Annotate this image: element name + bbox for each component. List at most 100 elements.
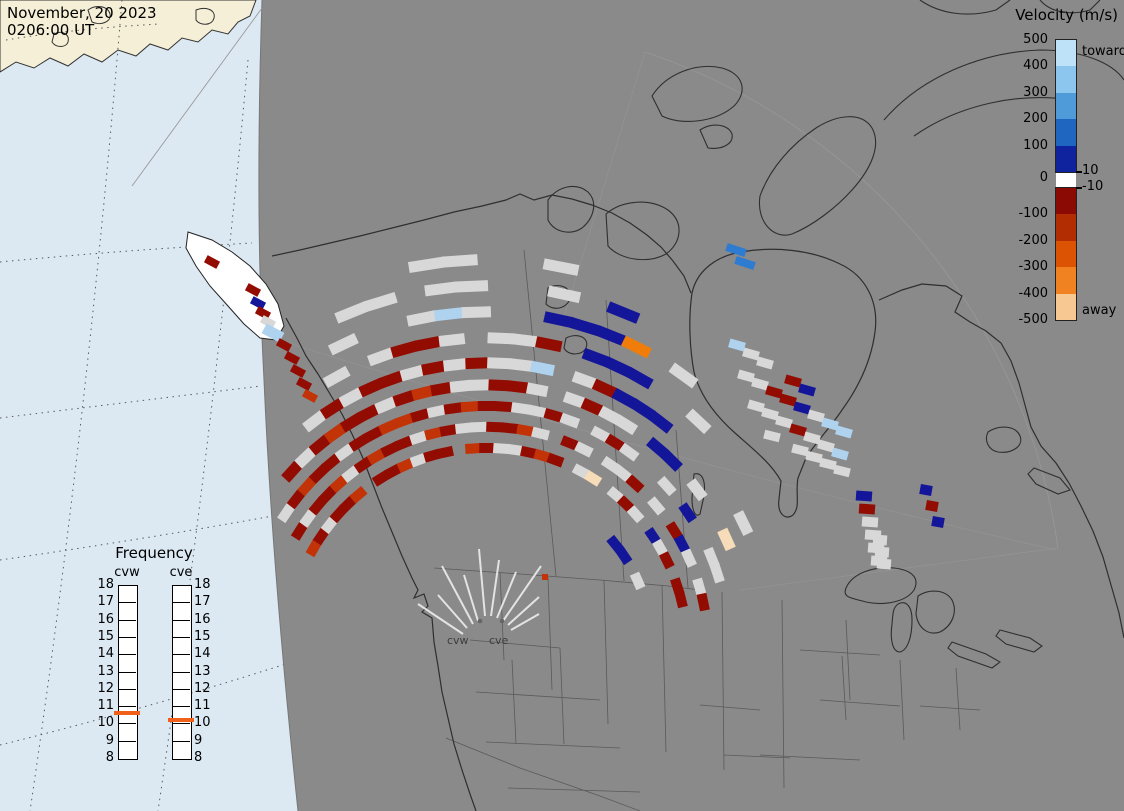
colorbar-away-band (1056, 240, 1076, 268)
velocity-cell (318, 484, 338, 505)
velocity-cell (283, 351, 301, 365)
velocity-cell (647, 496, 666, 516)
velocity-cell (858, 503, 876, 515)
velocity-cell (322, 365, 351, 388)
colorbar-toward-band (1056, 92, 1076, 120)
radar-site-dot-cve (499, 618, 505, 624)
velocity-cell (571, 371, 598, 390)
velocity-cell (424, 281, 458, 297)
velocity-cell (409, 452, 428, 468)
velocity-cell (559, 412, 581, 429)
velocity-cell (763, 429, 781, 443)
velocity-cell (488, 379, 510, 392)
velocity-cell (527, 404, 548, 419)
velocity-cell (535, 336, 563, 353)
colorbar-away-band (1056, 267, 1076, 294)
velocity-cell (580, 397, 605, 417)
frequency-bar-tick-line (118, 636, 136, 638)
velocity-cell (366, 448, 387, 466)
frequency-tick-label-right: 15 (194, 628, 211, 644)
colorbar-zero-tick-mark (1076, 187, 1082, 189)
frequency-tick-label-left: 10 (97, 715, 114, 731)
frequency-tick-label-left: 9 (105, 732, 114, 748)
velocity-cell (765, 385, 783, 399)
velocity-cell (833, 464, 851, 478)
velocity-cell (393, 412, 415, 429)
velocity-cell (646, 436, 669, 459)
velocity-cell (341, 464, 361, 483)
velocity-cell (798, 383, 816, 397)
velocity-cell (259, 315, 277, 329)
velocity-cell (407, 256, 445, 273)
velocity-cell (543, 311, 574, 329)
velocity-cell (686, 478, 708, 502)
velocity-cell (542, 574, 548, 580)
velocity-cell (603, 356, 633, 378)
colorbar-toward-label: toward (1082, 44, 1124, 59)
velocity-cell (486, 357, 511, 370)
arctic-coastline (271, 193, 692, 294)
velocity-cell (424, 426, 443, 441)
velocity-cell (321, 452, 342, 473)
velocity-cell (737, 369, 755, 383)
frequency-bar-tick-line (118, 706, 136, 708)
velocity-cell (583, 470, 603, 487)
date-label: November, 20 2023 (7, 4, 157, 22)
velocity-cell (294, 446, 317, 469)
velocity-cell (409, 430, 429, 446)
velocity-cell (525, 382, 549, 398)
velocity-cell (438, 333, 466, 347)
radar-site-label: cvw (447, 634, 469, 647)
velocity-cell (604, 433, 626, 452)
frequency-bar-tick-line (118, 619, 136, 621)
frequency-bar-tick-line (118, 723, 136, 725)
frequency-bar-tick-line (172, 688, 190, 690)
velocity-cell (606, 301, 641, 324)
velocity-cell (295, 377, 313, 391)
velocity-cell (414, 335, 442, 352)
colorbar-tick-label: 400 (1023, 58, 1048, 74)
velocity-cell (685, 408, 712, 435)
velocity-cell (597, 405, 622, 426)
velocity-cell (290, 521, 309, 541)
velocity-cell (531, 426, 550, 441)
velocity-cell (302, 409, 328, 433)
velocity-cell (305, 538, 322, 558)
velocity-cell (383, 463, 403, 480)
velocity-cell (244, 283, 262, 297)
velocity-cell (656, 475, 677, 497)
colorbar-away-band (1056, 214, 1076, 241)
velocity-cell (443, 402, 464, 415)
velocity-cell (511, 333, 539, 348)
frequency-bar-tick-line (172, 706, 190, 708)
velocity-cell (356, 403, 381, 423)
velocity-cell (516, 424, 535, 437)
fov-boundary-line (131, 7, 263, 187)
velocity-cell (618, 442, 640, 462)
velocity-cell (362, 425, 384, 444)
colorbar-zero-tick-label: 10 (1082, 163, 1099, 178)
velocity-cell (249, 296, 267, 310)
frequency-bar (118, 585, 138, 760)
velocity-cell (358, 377, 385, 398)
velocity-cell (703, 546, 720, 568)
frequency-tick-label-left: 18 (97, 577, 114, 592)
velocity-cell (658, 551, 675, 570)
velocity-cell (725, 243, 747, 257)
velocity-cell (835, 425, 853, 439)
velocity-cell (323, 422, 348, 444)
velocity-cell (925, 500, 939, 512)
velocity-cell (733, 510, 754, 537)
velocity-cell (581, 347, 610, 368)
frequency-bar-tick-line (118, 602, 136, 604)
velocity-cell (872, 534, 888, 546)
outside-landmass (0, 0, 257, 73)
velocity-cell (680, 548, 697, 568)
velocity-cell (390, 340, 419, 359)
outside-islands (51, 6, 215, 47)
velocity-cell (254, 306, 272, 320)
colorbar-zero-tick-mark (1076, 171, 1082, 173)
velocity-cell (761, 407, 779, 421)
velocity-cell (533, 448, 551, 463)
frequency-bar-tick-line (172, 740, 190, 742)
